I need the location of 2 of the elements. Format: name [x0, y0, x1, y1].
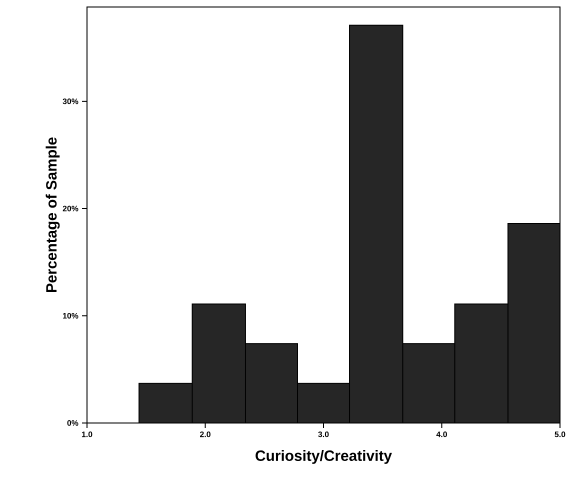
x-axis-title: Curiosity/Creativity	[256, 450, 392, 464]
y-axis-title: Percentage of Sample	[46, 137, 60, 292]
